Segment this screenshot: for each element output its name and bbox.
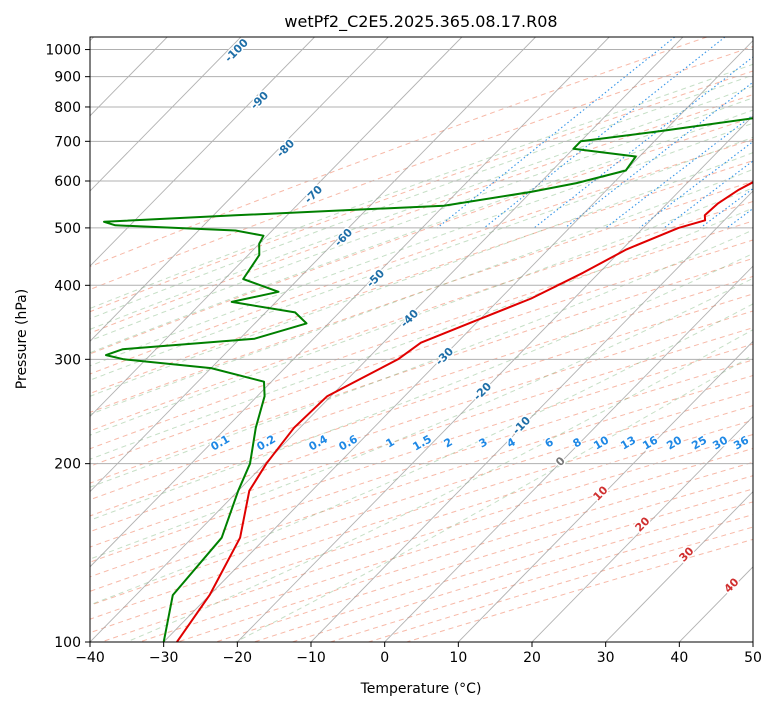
y-tick-label: 500	[54, 221, 81, 237]
moist-adiabat	[90, 187, 753, 436]
mixing-ratio-line	[639, 140, 753, 229]
dry-adiabat	[90, 200, 753, 432]
dry-adiabat	[90, 310, 753, 533]
chart-title: wetPf2_C2E5.2025.365.08.17.R08	[284, 12, 557, 32]
isotherm	[90, 37, 610, 568]
moist-adiabat	[90, 252, 753, 521]
y-tick-label: 700	[54, 134, 81, 150]
dry-adiabat	[90, 94, 753, 334]
dry-adiabat	[90, 343, 753, 563]
moist-adiabat	[90, 168, 753, 415]
moist-adiabat	[90, 152, 753, 397]
dry-adiabat	[90, 180, 753, 413]
isotherm	[90, 37, 389, 342]
mixing-ratio-line	[437, 37, 676, 229]
dry-adiabat	[90, 220, 753, 450]
moist-adiabat	[90, 85, 753, 330]
isotherm	[531, 415, 753, 642]
moist-adiabat	[90, 277, 753, 560]
plot-frame	[89, 36, 754, 643]
x-tick-label: −30	[149, 650, 179, 666]
x-axis: −40 −30 −20 −10 0 10 20 30 40 50	[75, 642, 762, 666]
x-tick-label: 20	[523, 650, 541, 666]
isotherm	[310, 190, 753, 642]
moist-adiabat	[90, 63, 753, 309]
isotherm	[384, 265, 753, 642]
moist-adiabat	[126, 329, 753, 642]
mixing-ratio-line	[533, 56, 753, 229]
y-axis: 100 200 300 400 500 600 700 800 900 1000	[45, 43, 90, 651]
dry-adiabat	[90, 359, 753, 578]
x-tick-label: −20	[223, 650, 253, 666]
isotherm	[90, 37, 242, 192]
mixing-ratio-line	[564, 81, 753, 229]
x-tick-label: 50	[744, 650, 762, 666]
x-tick-label: −10	[296, 650, 326, 666]
x-tick-label: 0	[380, 650, 389, 666]
isotherm	[90, 37, 463, 418]
moist-adiabat	[90, 109, 753, 354]
y-tick-label: 900	[54, 70, 81, 86]
moist-adiabat	[90, 136, 753, 381]
isotherm	[90, 37, 684, 642]
isotherm	[458, 340, 753, 642]
y-tick-label: 200	[54, 457, 81, 473]
isotherm	[237, 115, 753, 642]
x-tick-label: 30	[597, 650, 615, 666]
y-tick-label: 100	[54, 635, 81, 651]
isotherm	[163, 39, 753, 642]
y-tick-label: 400	[54, 278, 81, 294]
x-tick-label: 40	[670, 650, 688, 666]
x-axis-label: Temperature (°C)	[360, 681, 482, 697]
y-tick-label: 1000	[45, 43, 81, 59]
moist-adiabat	[90, 122, 753, 367]
dry-adiabat	[90, 37, 708, 268]
y-tick-label: 600	[54, 174, 81, 190]
isotherm	[90, 37, 315, 267]
moist-adiabat	[90, 74, 753, 320]
dewpoint-profile	[103, 117, 753, 642]
y-tick-label: 300	[54, 352, 81, 368]
dry-adiabat	[90, 293, 753, 517]
y-axis-label: Pressure (hPa)	[14, 289, 30, 389]
x-tick-label: −40	[75, 650, 105, 666]
temperature-profile	[176, 181, 753, 642]
y-tick-label: 800	[54, 100, 81, 116]
x-tick-label: 10	[449, 650, 467, 666]
dry-adiabat	[90, 390, 753, 606]
isotherm	[605, 491, 753, 642]
